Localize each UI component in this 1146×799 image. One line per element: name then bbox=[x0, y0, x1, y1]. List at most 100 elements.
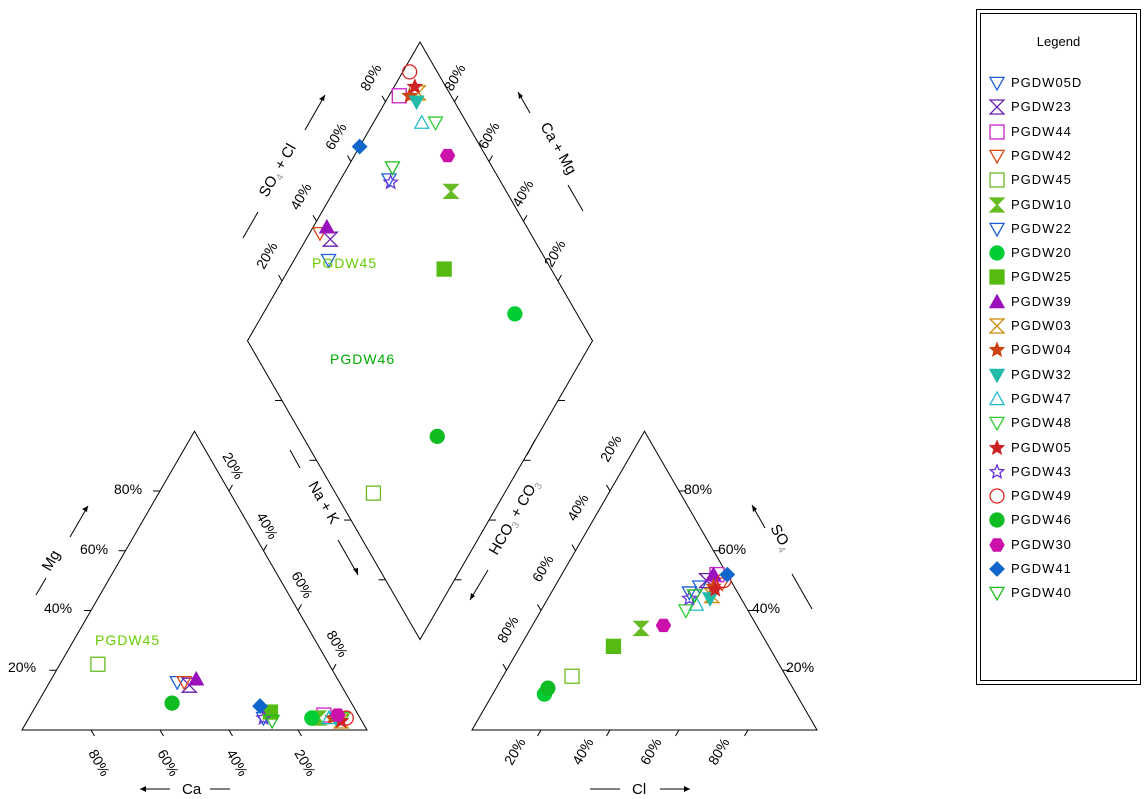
legend-marker bbox=[989, 390, 1005, 406]
cation-point-pgdw40 bbox=[264, 714, 281, 730]
legend-marker bbox=[989, 561, 1005, 577]
anion-point-pgdw43 bbox=[681, 589, 698, 606]
anion-cl-tick-label: 60% bbox=[637, 735, 665, 767]
point-annotations: PGDW45 PGDW46 PGDW45 bbox=[95, 255, 394, 648]
cation-ca-tick-label: 40% bbox=[223, 747, 251, 779]
legend-marker-shape bbox=[989, 196, 1005, 213]
axis-labels: 20% 40% 60% 80% 80% 60% 40% 20% 20% 40% … bbox=[8, 61, 814, 798]
diamond-point-pgdw47 bbox=[413, 114, 430, 129]
cation-mg-axis-label: Mg bbox=[39, 547, 64, 574]
cation-ca-axis-label: Ca bbox=[182, 781, 202, 798]
so4-label-subscript: 4 bbox=[775, 545, 788, 556]
anion-hco3-tick-label: 20% bbox=[597, 432, 625, 464]
legend-label: PGDW04 bbox=[1011, 342, 1072, 358]
legend-marker-shape bbox=[989, 269, 1005, 286]
cation-bottom-tick bbox=[297, 729, 302, 737]
legend-item: PGDW10 bbox=[989, 194, 1139, 216]
legend-marker-shape bbox=[989, 342, 1005, 358]
cation-right-tick bbox=[297, 604, 302, 611]
legend-marker bbox=[989, 149, 1005, 164]
legend-marker-shape bbox=[989, 537, 1005, 552]
legend-item: PGDW44 bbox=[989, 121, 1139, 143]
cation-point-pgdw23 bbox=[180, 677, 198, 693]
diamond-point-pgdw46 bbox=[429, 428, 445, 445]
anion-point-pgdw40 bbox=[686, 589, 703, 604]
piper-diagram: 20% 40% 60% 80% 80% 60% 40% 20% 20% 40% … bbox=[8, 40, 818, 798]
legend-label: PGDW30 bbox=[1011, 536, 1072, 552]
cation-point-pgdw41 bbox=[252, 698, 268, 715]
legend-item: PGDW41 bbox=[989, 558, 1139, 580]
diamond-point-pgdw23 bbox=[321, 231, 339, 247]
anion-point-pgdw23 bbox=[698, 572, 716, 589]
legend-label: PGDW42 bbox=[1011, 147, 1072, 163]
legend-label: PGDW44 bbox=[1011, 123, 1072, 139]
co3-label-subscript: 3 bbox=[533, 481, 546, 492]
cation-nak-tick-label: 40% bbox=[253, 510, 281, 542]
anion-cl-axis-label: Cl bbox=[632, 781, 646, 798]
legend-label: PGDW03 bbox=[1011, 318, 1072, 333]
legend-marker-shape bbox=[989, 222, 1005, 237]
cation-triangle-outline bbox=[21, 430, 368, 731]
legend-label: PGDW20 bbox=[1011, 245, 1072, 261]
diamond-point-pgdw32 bbox=[408, 95, 425, 111]
diamond-camg-tick-label: 40% bbox=[509, 177, 537, 209]
cation-nak-tick-label: 20% bbox=[219, 450, 247, 482]
legend-marker-shape bbox=[989, 561, 1005, 577]
diamond-ul-tick bbox=[347, 155, 352, 162]
diamond-point-pgdw49 bbox=[401, 64, 418, 80]
diamond-camg-tick-label: 60% bbox=[475, 119, 503, 151]
legend-marker bbox=[989, 222, 1005, 237]
legend-marker bbox=[989, 99, 1005, 115]
cation-mg-tick-label: 60% bbox=[80, 541, 108, 557]
diamond-point-pgdw48 bbox=[427, 116, 444, 132]
cation-point-pgdw46 bbox=[164, 695, 180, 711]
diamond-point-pgdw44 bbox=[391, 88, 407, 104]
anion-cl-tick-label: 20% bbox=[501, 735, 529, 767]
cation-ca-tick-label: 20% bbox=[291, 747, 319, 779]
legend-marker-shape bbox=[989, 368, 1005, 383]
legend-marker bbox=[989, 368, 1005, 383]
diamond-point-pgdw20 bbox=[507, 306, 523, 322]
legend-label: PGDW46 bbox=[1011, 512, 1072, 528]
so4-label-text: SO bbox=[767, 522, 793, 549]
legend-marker-shape bbox=[989, 439, 1005, 455]
diamond-point-pgdw40 bbox=[384, 161, 401, 176]
diamond-ul-tick bbox=[312, 214, 317, 222]
hco3-label-subscript: 3 bbox=[510, 520, 523, 531]
legend-marker bbox=[989, 318, 1005, 334]
diamond-point-pgdw10 bbox=[442, 183, 460, 200]
legend-marker bbox=[989, 439, 1005, 455]
diagram-axes bbox=[21, 40, 818, 737]
diamond-point-pgdw05d bbox=[320, 253, 337, 269]
legend-label: PGDW05D bbox=[1011, 75, 1083, 90]
legend-item: PGDW05 bbox=[989, 437, 1139, 459]
cation-point-pgdw42 bbox=[176, 675, 193, 691]
legend-label: PGDW25 bbox=[1011, 269, 1072, 285]
legend-label: PGDW05 bbox=[1011, 439, 1072, 455]
legend-marker bbox=[989, 76, 1005, 91]
anion-bottom-tick bbox=[537, 729, 542, 737]
diamond-ur-tick bbox=[488, 155, 493, 162]
cation-point-pgdw20 bbox=[304, 710, 320, 726]
cation-mg-tick-label: 40% bbox=[44, 600, 72, 616]
anion-cl-tick-label: 40% bbox=[569, 735, 597, 767]
anion-point-pgdw46 bbox=[540, 680, 556, 696]
diamond-point-pgdw05 bbox=[406, 78, 424, 94]
anion-left-tick bbox=[571, 544, 576, 551]
diamond-camg-tick-label: 80% bbox=[441, 61, 469, 93]
legend-title: Legend bbox=[1036, 34, 1081, 49]
diamond-camg-tick-label: 20% bbox=[541, 237, 569, 269]
legend-label: PGDW32 bbox=[1011, 366, 1072, 382]
legend-marker-shape bbox=[989, 416, 1005, 432]
legend: Legend PGDW05D PGDW23 PGDW44 PGDW42 PGDW45 PG… bbox=[976, 9, 1141, 685]
legend-marker bbox=[989, 196, 1005, 213]
legend-marker-shape bbox=[989, 76, 1005, 91]
data-points bbox=[90, 64, 736, 730]
legend-item: PGDW20 bbox=[989, 242, 1139, 264]
legend-frame bbox=[980, 13, 1137, 681]
legend-marker-shape bbox=[989, 245, 1005, 261]
anion-left-tick bbox=[606, 484, 611, 492]
anion-so4-axis-label: SO4 bbox=[764, 522, 795, 556]
legend-marker bbox=[989, 488, 1005, 504]
legend-marker bbox=[989, 123, 1005, 140]
